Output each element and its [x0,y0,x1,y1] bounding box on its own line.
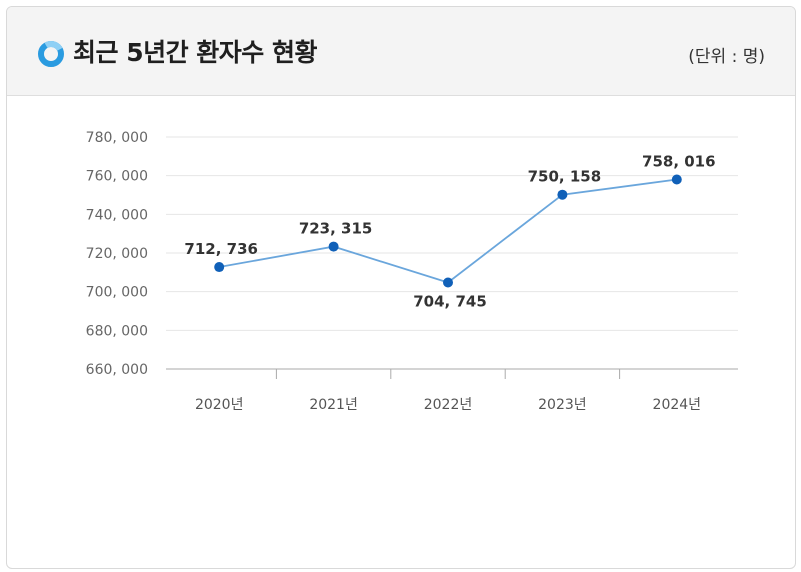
page-title: 최근 5년간 환자수 현황 [73,38,318,67]
y-tick-label: 660, 000 [86,362,148,378]
ring-icon [38,41,64,67]
y-tick-label: 680, 000 [86,323,148,339]
data-label: 750, 158 [528,168,602,186]
data-label: 712, 736 [184,240,258,258]
y-tick-label: 740, 000 [86,207,148,223]
series-line [219,178,677,284]
y-tick-label: 780, 000 [86,130,148,146]
data-labels: 712, 736 723, 315 704, 745 750, 158 758, 016 [184,153,715,311]
data-point [214,262,225,273]
data-label: 723, 315 [299,220,373,238]
data-point [328,241,339,252]
x-tick-label: 2023년 [538,397,587,413]
data-label: 758, 016 [642,153,716,171]
x-axis [166,368,738,379]
y-tick-label: 720, 000 [86,246,148,262]
card-header: 최근 5년간 환자수 현황 (단위 : 명) [7,7,795,96]
y-tick-label: 700, 000 [86,285,148,301]
x-tick-label: 2021년 [309,397,358,413]
series [214,174,682,288]
unit-label: (단위 : 명) [688,47,765,67]
x-axis-ticks: 2020년 2021년 2022년 2023년 2024년 [195,397,701,413]
chart-card: 최근 5년간 환자수 현황 (단위 : 명) [6,6,796,569]
x-tick-label: 2022년 [424,397,473,413]
y-tick-label: 760, 000 [86,169,148,185]
grid-lines [166,136,738,331]
data-point [671,174,682,185]
x-tick-label: 2020년 [195,397,244,413]
data-point [557,189,568,200]
y-axis-ticks: 660, 000 680, 000 700, 000 720, 000 740, 000… [86,130,148,378]
data-point [443,277,453,288]
x-tick-label: 2024년 [653,397,702,413]
data-label: 704, 745 [413,292,487,310]
